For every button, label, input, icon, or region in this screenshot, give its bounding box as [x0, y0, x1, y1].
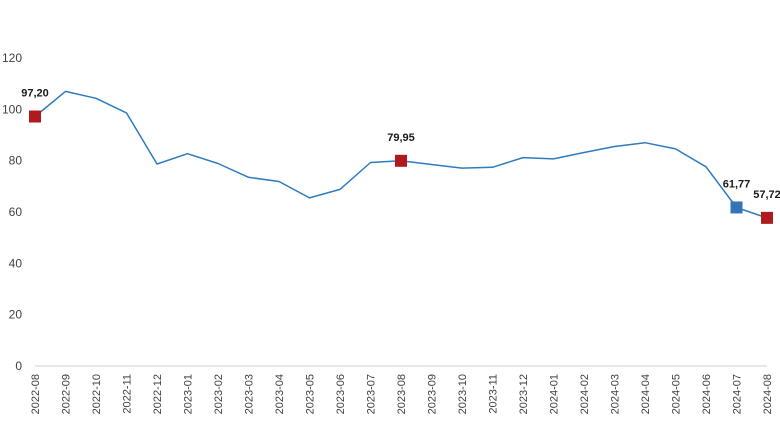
x-tick-label: 2023-07: [366, 374, 378, 414]
x-tick-label: 2024-03: [610, 374, 622, 414]
x-tick-label: 2023-04: [274, 374, 286, 414]
y-axis: 0 20 40 60 80 100 120: [2, 51, 22, 373]
x-tick-label: 2023-03: [244, 374, 256, 414]
x-tick-label: 2023-08: [396, 374, 408, 414]
x-axis: 2022-08 2022-09 2022-10 2022-11 2022-12 2023-…: [30, 365, 774, 414]
y-tick-label: 20: [9, 308, 23, 322]
x-tick-label: 2024-05: [671, 374, 683, 414]
x-tick-label: 2023-09: [427, 374, 439, 414]
x-tick-label: 2024-04: [640, 374, 652, 414]
y-tick-label: 60: [9, 205, 23, 219]
x-tick-label: 2023-01: [183, 374, 195, 414]
x-tick-label: 2023-06: [335, 374, 347, 414]
x-tick-label: 2023-10: [457, 374, 469, 414]
data-label: 79,95: [387, 132, 415, 144]
x-tick-label: 2022-08: [30, 374, 42, 414]
x-tick-label: 2022-12: [152, 374, 164, 414]
y-tick-label: 0: [15, 359, 22, 373]
highlight-marker: [29, 110, 41, 123]
x-tick-label: 2024-02: [579, 374, 591, 414]
highlight-marker: [730, 201, 743, 214]
data-label: 97,20: [21, 88, 49, 100]
x-tick-label: 2022-11: [122, 374, 134, 414]
x-tick-label: 2024-08: [762, 374, 774, 414]
x-tick-label: 2024-01: [549, 374, 561, 414]
y-tick-label: 40: [9, 256, 23, 270]
x-tick-label: 2023-05: [305, 374, 317, 414]
y-tick-label: 120: [2, 51, 22, 65]
data-label: 61,77: [723, 178, 751, 190]
x-tick-label: 2024-07: [732, 374, 744, 414]
data-label: 57,72: [753, 189, 780, 201]
series-layer: [34, 90, 768, 219]
x-tick-label: 2022-09: [61, 374, 73, 414]
highlight-marker: [395, 154, 407, 167]
x-tick-label: 2022-10: [91, 374, 103, 414]
y-tick-label: 80: [9, 154, 23, 168]
x-tick-label: 2024-06: [701, 374, 713, 414]
y-tick-label: 100: [2, 102, 22, 116]
x-tick-label: 2023-11: [488, 374, 500, 414]
highlight-marker: [761, 211, 773, 224]
series-line: [34, 90, 768, 219]
x-tick-label: 2023-12: [518, 374, 530, 414]
x-tick-label: 2023-02: [213, 374, 225, 414]
